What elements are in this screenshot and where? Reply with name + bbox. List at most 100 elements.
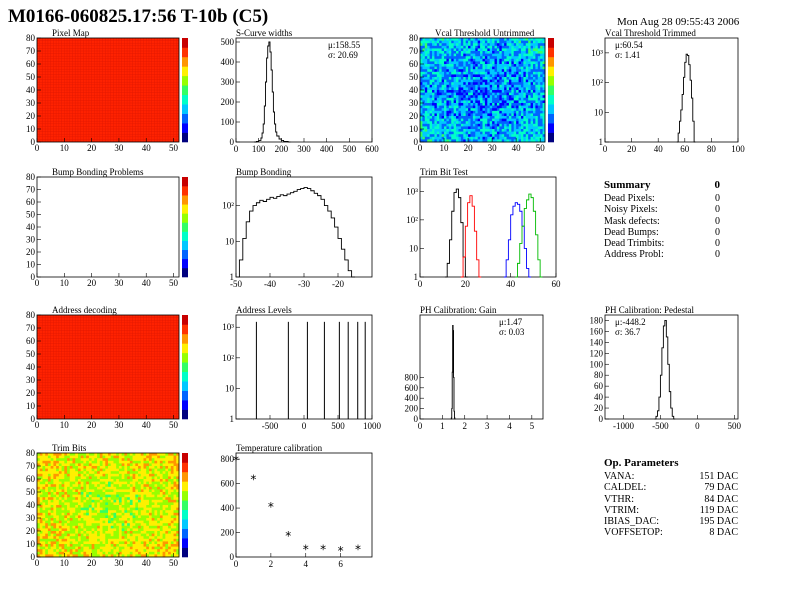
heatmap-cell	[83, 494, 87, 498]
heatmap-cell	[77, 544, 82, 547]
heatmap-cell	[535, 123, 539, 127]
heatmap-cell	[91, 466, 95, 469]
heatmap-cell	[151, 463, 155, 467]
heatmap-cell	[148, 549, 153, 553]
x-tick-label: 50	[169, 420, 179, 430]
heatmap-cell	[520, 113, 524, 117]
heatmap-cell	[434, 108, 438, 112]
heatmap-cell	[453, 121, 457, 125]
heatmap-cell	[453, 116, 457, 119]
y-tick-label: 20	[594, 403, 604, 413]
heatmap-cell	[97, 515, 101, 519]
heatmap-cell	[50, 536, 54, 540]
heatmap-cell	[129, 473, 133, 477]
heatmap-cell	[121, 544, 125, 547]
heatmap-cell	[520, 105, 524, 109]
heatmap-cell	[513, 53, 517, 57]
heatmap-cell	[105, 554, 109, 558]
heatmap-cell	[140, 453, 144, 456]
heatmap-cell	[532, 38, 536, 41]
heatmap-cell	[458, 108, 462, 112]
heatmap-cell	[444, 64, 447, 67]
y-tick-label: 50	[26, 72, 36, 82]
heatmap-cell	[499, 103, 503, 106]
heatmap-cell	[118, 453, 123, 456]
heatmap-cell	[61, 551, 65, 555]
heatmap-cell	[489, 139, 493, 143]
heatmap-cell	[176, 479, 180, 482]
heatmap-cell	[165, 466, 169, 469]
heatmap-cell	[506, 84, 510, 88]
heatmap-cell	[64, 489, 68, 493]
heatmap-cell	[465, 139, 469, 143]
heatmap-cell	[472, 100, 476, 104]
heatmap-cell	[436, 53, 440, 57]
heatmap-cell	[154, 455, 158, 459]
heatmap-cell	[140, 510, 144, 514]
heatmap-cell	[162, 499, 166, 503]
heatmap-cell	[105, 507, 109, 511]
heatmap-cell	[67, 492, 71, 495]
heatmap-cell	[496, 38, 500, 41]
heatmap-cell	[482, 77, 486, 80]
heatmap-cell	[154, 533, 158, 537]
heatmap-cell	[460, 97, 464, 101]
heatmap-cell	[143, 497, 147, 501]
heatmap-cell	[116, 507, 120, 511]
heatmap-cell	[499, 48, 503, 52]
heatmap-cell	[129, 523, 133, 527]
heatmap-cell	[480, 82, 483, 86]
heatmap-cell	[513, 71, 517, 75]
heatmap-cell	[504, 48, 507, 52]
heatmap-cell	[542, 53, 546, 57]
heatmap-cell	[116, 536, 120, 540]
heatmap-cell	[94, 533, 98, 537]
heatmap-cell	[72, 463, 76, 467]
heatmap-cell	[110, 481, 114, 485]
heatmap-cell	[520, 58, 524, 62]
heatmap-cell	[465, 40, 469, 44]
heatmap-cell	[494, 61, 498, 65]
heatmap-cell	[501, 84, 505, 88]
heatmap-cell	[61, 528, 65, 532]
heatmap-cell	[121, 502, 125, 506]
heatmap-cell	[480, 121, 483, 125]
heatmap-cell	[67, 546, 71, 550]
heatmap-cell	[463, 64, 467, 67]
colorbar-segment	[182, 177, 188, 187]
heatmap-cell	[504, 79, 507, 83]
heatmap-cell	[422, 69, 426, 73]
heatmap-cell	[508, 48, 512, 52]
heatmap-cell	[487, 121, 491, 125]
heatmap-cell	[154, 476, 158, 480]
heatmap-cell	[77, 499, 82, 503]
y-tick-label: 300	[221, 77, 235, 87]
heatmap-cell	[463, 116, 467, 119]
heatmap-cell	[525, 77, 529, 80]
heatmap-cell	[77, 510, 82, 514]
heatmap-cell	[39, 489, 43, 493]
heatmap-cell	[108, 518, 112, 521]
heatmap-cell	[472, 64, 476, 67]
heatmap-cell	[110, 466, 114, 469]
heatmap-cell	[480, 126, 483, 130]
heatmap-cell	[47, 484, 52, 488]
heatmap-cell	[146, 507, 150, 511]
heatmap-cell	[94, 536, 98, 540]
heatmap-cell	[64, 473, 68, 477]
heatmap-cell	[432, 58, 435, 62]
heatmap-cell	[148, 466, 153, 469]
heatmap-cell	[460, 53, 464, 57]
heatmap-cell	[494, 92, 498, 96]
stats-label: σ: 0.03	[499, 327, 525, 337]
heatmap-cell	[511, 136, 515, 140]
heatmap-cell	[165, 502, 169, 506]
heatmap-cell	[470, 103, 474, 106]
heatmap-cell	[151, 492, 155, 495]
heatmap-cell	[480, 118, 483, 122]
heatmap-cell	[477, 69, 481, 73]
heatmap-cell	[444, 38, 447, 41]
heatmap-cell	[504, 82, 507, 86]
heatmap-cell	[532, 139, 536, 143]
heatmap-cell	[162, 546, 166, 550]
